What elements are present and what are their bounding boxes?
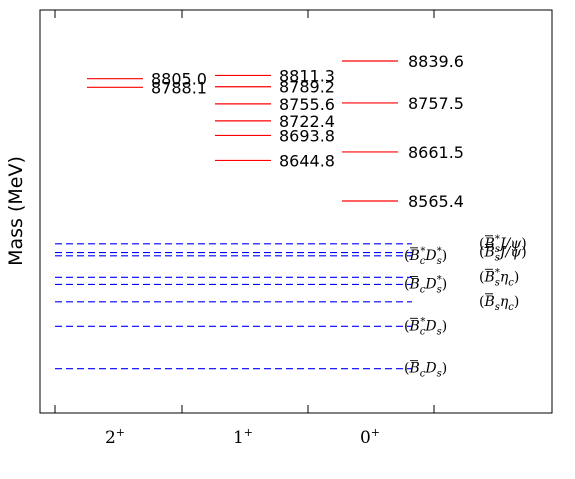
svg-text:(Bc*Ds*): (Bc*Ds*)	[404, 246, 447, 267]
mass-level-label: 8839.6	[408, 52, 464, 71]
mass-level-label: 8693.8	[279, 126, 335, 145]
svg-text:(Bs*ηc): (Bs*ηc)	[479, 267, 519, 288]
channel-label: (BcDs*)	[404, 274, 447, 295]
svg-text:(Bsηc): (Bsηc)	[479, 294, 519, 313]
svg-text:(Bs*J/ψ): (Bs*J/ψ)	[479, 234, 527, 255]
channel-label: (Bc*Ds)	[404, 316, 447, 337]
mass-level-label: 8805.0	[151, 70, 207, 89]
thresholds-layer	[55, 243, 412, 370]
plot-frame	[39, 9, 553, 414]
y-axis-label: Mass (MeV)	[5, 156, 27, 266]
svg-text:(BcDs): (BcDs)	[404, 361, 447, 380]
x-tick-label: 1+	[233, 426, 253, 448]
svg-text:(BsJ/ψ): (BsJ/ψ)	[479, 245, 527, 264]
channel-label: (BcDs)	[404, 360, 447, 380]
svg-text:(BcDs*): (BcDs*)	[404, 274, 447, 295]
levels-layer	[87, 60, 398, 202]
mass-level-label: 8755.6	[279, 95, 335, 114]
mass-level-label: 8722.4	[279, 112, 335, 131]
mass-level-label: 8661.5	[408, 143, 464, 162]
svg-text:(Bc*Ds): (Bc*Ds)	[404, 316, 447, 337]
channel-label: (BsJ/ψ)	[479, 244, 527, 264]
channel-label: (Bs*ηc)	[479, 267, 519, 288]
mass-level-label: 8644.8	[279, 151, 335, 170]
mass-level-label: 8788.1	[151, 78, 207, 97]
mass-level-label: 8789.2	[279, 78, 335, 97]
channel-label: (Bsηc)	[479, 293, 519, 313]
mass-level-label: 8757.5	[408, 94, 464, 113]
channel-label: (Bs*J/ψ)	[479, 234, 527, 255]
channel-labels: (Bs*J/ψ)(BsJ/ψ) (Bc*Ds*) (Bs*ηc) (BcDs*) (Bs…	[404, 234, 527, 380]
x-ticks: 2+ 1+ 0+	[54, 10, 435, 448]
x-tick-label: 2+	[105, 426, 125, 448]
x-tick-label: 0+	[360, 426, 380, 448]
channel-label: (Bc*Ds*)	[404, 246, 447, 267]
mass-level-label: 8811.3	[279, 66, 335, 85]
mass-level-label: 8565.4	[408, 192, 464, 211]
